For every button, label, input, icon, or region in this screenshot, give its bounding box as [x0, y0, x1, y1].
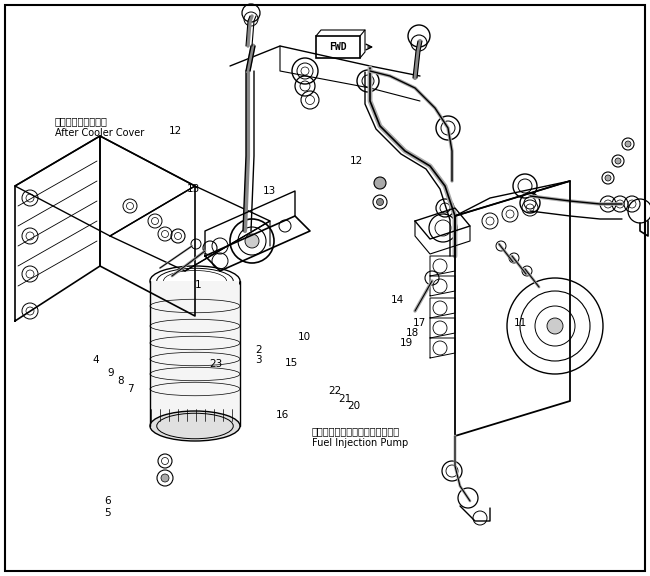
- Text: フェエルインジェクションポンプ: フェエルインジェクションポンプ: [312, 426, 400, 436]
- Text: After Cooler Cover: After Cooler Cover: [55, 128, 144, 138]
- Circle shape: [625, 141, 631, 147]
- Circle shape: [374, 177, 386, 189]
- Text: 4: 4: [93, 355, 99, 365]
- Text: 11: 11: [514, 317, 526, 328]
- Circle shape: [605, 175, 611, 181]
- Text: 18: 18: [406, 328, 419, 338]
- Text: Fuel Injection Pump: Fuel Injection Pump: [312, 438, 408, 448]
- Text: 12: 12: [169, 126, 182, 137]
- Text: 15: 15: [285, 358, 298, 368]
- Text: 17: 17: [413, 317, 426, 328]
- Text: 1: 1: [195, 280, 202, 290]
- Text: 23: 23: [209, 359, 222, 369]
- Text: 9: 9: [107, 368, 114, 378]
- Text: 8: 8: [117, 376, 124, 386]
- Bar: [316, 36, 360, 58]
- Circle shape: [161, 474, 169, 482]
- Text: 13: 13: [187, 184, 200, 194]
- Text: 22: 22: [328, 385, 341, 396]
- Text: FWD: FWD: [329, 42, 347, 52]
- Text: 20: 20: [348, 401, 361, 411]
- Ellipse shape: [150, 411, 240, 441]
- Text: 13: 13: [263, 186, 276, 196]
- Text: 16: 16: [276, 410, 289, 420]
- Circle shape: [615, 158, 621, 164]
- Text: 10: 10: [298, 332, 311, 342]
- Circle shape: [376, 199, 384, 206]
- Text: 6: 6: [104, 496, 110, 506]
- Circle shape: [547, 318, 563, 334]
- Text: 3: 3: [255, 355, 262, 365]
- Text: 12: 12: [350, 156, 363, 166]
- Circle shape: [245, 234, 259, 248]
- Text: 7: 7: [127, 384, 133, 394]
- Text: 21: 21: [338, 393, 351, 404]
- Text: 19: 19: [400, 338, 413, 348]
- Text: 14: 14: [391, 294, 404, 305]
- Bar: [151, 281, 239, 426]
- Text: アフタクーラカバー: アフタクーラカバー: [55, 116, 108, 126]
- Text: 5: 5: [104, 507, 110, 518]
- Text: 2: 2: [255, 344, 262, 355]
